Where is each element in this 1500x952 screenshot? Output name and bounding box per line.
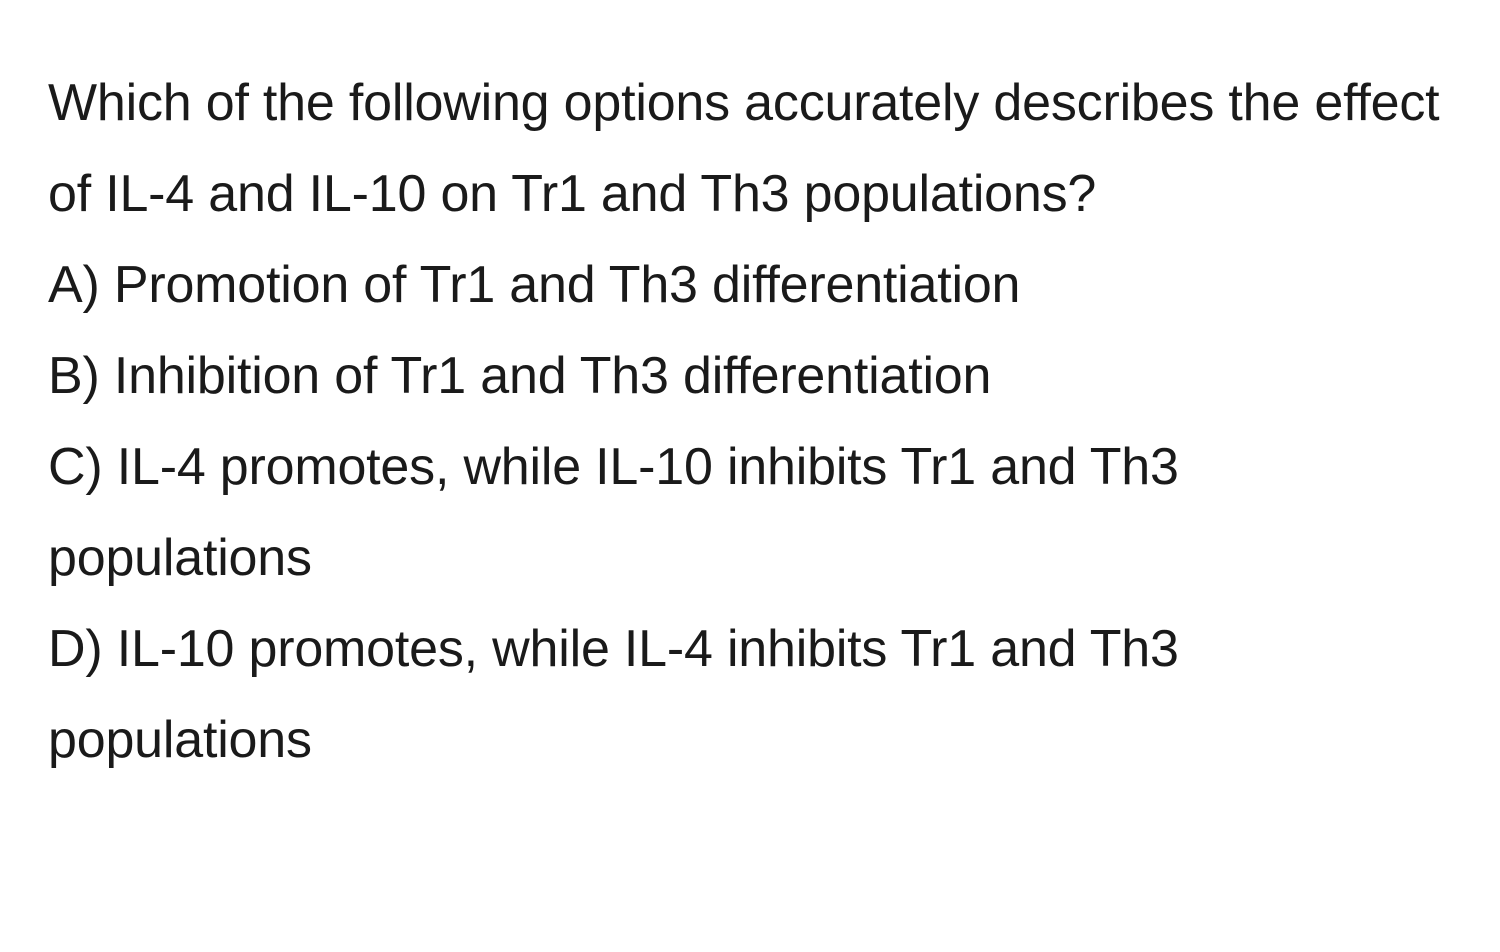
option-a-label: A) [48,256,100,314]
option-c-label: C) [48,438,102,496]
question-stem: Which of the following options accuratel… [48,58,1452,240]
option-d-label: D) [48,620,102,678]
option-d: D) IL-10 promotes, while IL-4 inhibits T… [48,604,1452,786]
question-document: Which of the following options accuratel… [0,0,1500,834]
option-b-text: Inhibition of Tr1 and Th3 differentiatio… [114,347,991,405]
option-d-text: IL-10 promotes, while IL-4 inhibits Tr1 … [48,620,1179,769]
option-a-text: Promotion of Tr1 and Th3 differentiation [114,256,1020,314]
option-a: A) Promotion of Tr1 and Th3 differentiat… [48,240,1452,331]
option-b: B) Inhibition of Tr1 and Th3 differentia… [48,331,1452,422]
option-c: C) IL-4 promotes, while IL-10 inhibits T… [48,422,1452,604]
option-b-label: B) [48,347,100,405]
option-c-text: IL-4 promotes, while IL-10 inhibits Tr1 … [48,438,1179,587]
